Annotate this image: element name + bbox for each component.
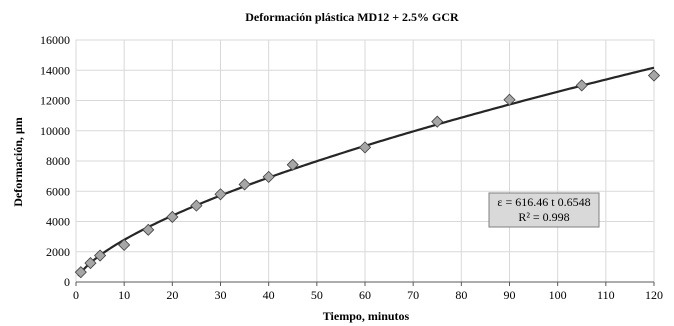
power-trendline [77, 66, 655, 277]
equation-box-background [488, 192, 600, 228]
equation-box: ε = 616.46 t 0.6548 R² = 0.998 [488, 192, 600, 228]
data-point [142, 223, 155, 236]
x-tick-label: 110 [597, 288, 615, 302]
data-points [74, 69, 661, 279]
y-tick-label: 0 [64, 275, 70, 289]
data-point [262, 170, 275, 183]
data-point [166, 210, 179, 224]
x-tick-label: 100 [549, 288, 567, 302]
x-tick-label: 30 [215, 288, 227, 302]
gridlines [76, 39, 655, 282]
data-point [214, 188, 227, 201]
data-point [74, 266, 87, 279]
data-point [503, 93, 516, 106]
x-tick-label: 80 [455, 288, 467, 302]
y-tick-label: 14000 [40, 63, 70, 77]
r-squared-text: R² = 0.998 [518, 210, 569, 224]
x-tick-label: 90 [504, 288, 516, 302]
x-tick-labels: 0 10 20 30 40 50 60 70 80 90 100 110 120 [73, 288, 663, 302]
chart-title: Deformación plástica MD12 + 2.5% GCR [245, 10, 459, 24]
x-axis-title: Tiempo, minutos [323, 309, 410, 323]
axes [75, 281, 655, 286]
x-tick-label: 50 [311, 288, 323, 302]
x-tick-label: 40 [263, 288, 275, 302]
y-tick-label: 2000 [46, 245, 70, 259]
x-tick-label: 120 [645, 288, 663, 302]
data-point [94, 249, 107, 262]
data-point [118, 238, 131, 252]
y-tick-label: 10000 [40, 124, 70, 138]
data-point [647, 69, 661, 82]
y-tick-label: 16000 [40, 33, 70, 47]
data-point [575, 79, 588, 92]
y-tick-label: 12000 [40, 94, 70, 108]
y-tick-labels: 0 2000 4000 6000 8000 10000 12000 14000 16000 [40, 33, 70, 289]
y-tick-label: 6000 [46, 184, 70, 198]
data-point [190, 199, 203, 212]
x-tick-label: 70 [407, 288, 419, 302]
x-tick-label: 60 [359, 288, 371, 302]
x-tick-label: 20 [166, 288, 178, 302]
equation-text: ε = 616.46 t 0.6548 [497, 195, 590, 209]
x-tick-label: 10 [118, 288, 130, 302]
data-point [84, 257, 97, 270]
data-point [286, 158, 299, 171]
y-axis-title: Deformación, µm [11, 117, 25, 207]
data-point [358, 141, 372, 154]
y-tick-label: 8000 [46, 154, 70, 168]
y-tick-label: 4000 [46, 215, 70, 229]
data-point [431, 115, 444, 128]
data-point [238, 178, 251, 191]
x-tick-label: 0 [73, 288, 79, 302]
